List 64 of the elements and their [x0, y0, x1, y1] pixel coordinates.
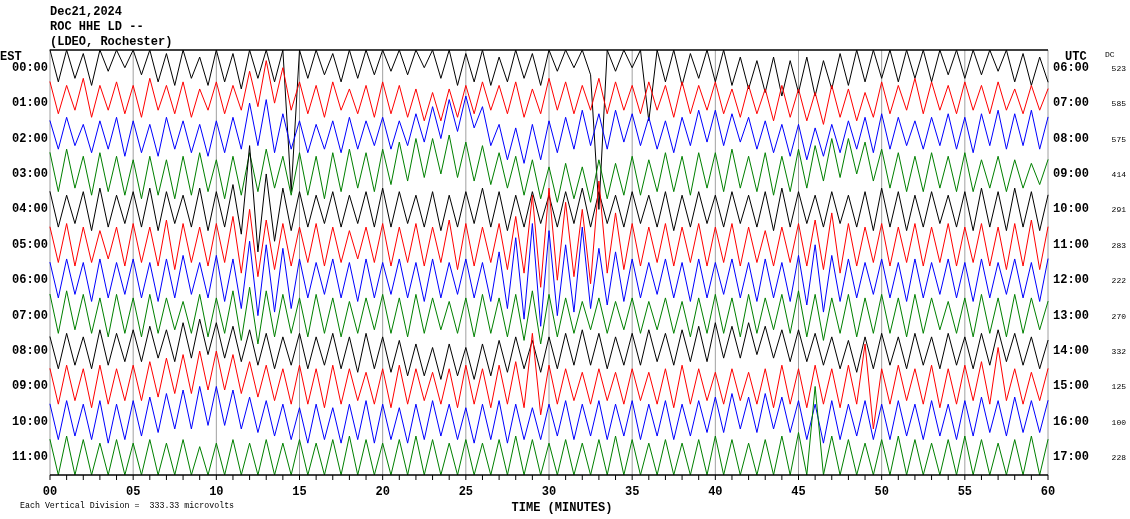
y2-tick-label: 11:00 [1053, 237, 1090, 252]
text: 291 [1111, 204, 1127, 214]
line-series [49, 332, 1049, 430]
line-series [49, 180, 1049, 288]
y-tick-label: 04:00 [11, 202, 48, 217]
y-tick-label: 07:00 [11, 308, 48, 323]
chart-subtitle: ROC HHE LD -- [50, 20, 144, 34]
y-tick-label: 02:00 [11, 131, 48, 146]
line-series [49, 318, 1049, 380]
line-series [49, 134, 1049, 203]
x-tick-label: 05 [125, 485, 141, 499]
text: 100 [1111, 417, 1127, 427]
x-tick-label: 35 [624, 485, 640, 499]
y-tick-label: 11:00 [11, 450, 48, 465]
y2-tick-label: 06:00 [1053, 60, 1090, 75]
line-series [49, 95, 1049, 164]
y2-tick-label: 09:00 [1053, 166, 1090, 181]
y2-tick-label: 16:00 [1053, 414, 1090, 429]
x-tick-label: 20 [375, 485, 390, 499]
y2-tick-label: 13:00 [1053, 308, 1090, 323]
text: 585 [1111, 98, 1127, 108]
line-series [49, 223, 1049, 327]
x-tick-label: 45 [791, 485, 806, 499]
x-tick-label: 10 [209, 485, 224, 499]
text: 270 [1111, 311, 1127, 321]
y-tick-label: 10:00 [11, 414, 48, 429]
y2-tick-label: 08:00 [1053, 131, 1090, 146]
text: 228 [1111, 452, 1127, 462]
y2-tick-label: 07:00 [1053, 96, 1090, 111]
x-tick-label: 25 [458, 485, 474, 499]
y2-tick-label: 12:00 [1053, 273, 1090, 288]
y-tick-label: 03:00 [11, 166, 48, 181]
x-tick-label: 00 [42, 485, 58, 499]
y2-tick-label: 14:00 [1053, 344, 1090, 359]
text: Each Vertical Division = 333.33 microvolts [20, 500, 235, 510]
text: 125 [1111, 381, 1127, 391]
y-tick-label: 00:00 [11, 60, 48, 75]
text: 222 [1111, 275, 1127, 285]
x-tick-label: 40 [708, 485, 723, 499]
x-tick-label: 55 [957, 485, 973, 499]
line-series [49, 60, 1049, 125]
y-tick-label: 05:00 [11, 237, 48, 252]
y-tick-label: 08:00 [11, 344, 48, 359]
x-tick-label: 60 [1040, 485, 1056, 499]
text: (LDEO, Rochester) [50, 35, 173, 49]
x-axis-title: TIME (MINUTES) [511, 501, 613, 515]
y-tick-label: 09:00 [11, 379, 48, 394]
y2-tick-label: 15:00 [1053, 379, 1090, 394]
text: 575 [1111, 134, 1127, 144]
y2-tick-label: 17:00 [1053, 450, 1090, 465]
x-tick-label: 15 [292, 485, 307, 499]
y2-tick-label: 10:00 [1053, 202, 1090, 217]
text: 414 [1111, 169, 1127, 179]
y-tick-label: 06:00 [11, 273, 48, 288]
text: DC [1105, 49, 1115, 59]
text: 523 [1111, 63, 1127, 73]
line-series [49, 286, 1049, 345]
text: 332 [1111, 346, 1127, 356]
x-tick-label: 30 [541, 485, 557, 499]
chart-title: Dec21,2024 [50, 5, 123, 19]
y-tick-label: 01:00 [11, 96, 48, 111]
line-series [49, 385, 1049, 444]
x-tick-label: 50 [874, 485, 889, 499]
text: 283 [1111, 240, 1127, 250]
